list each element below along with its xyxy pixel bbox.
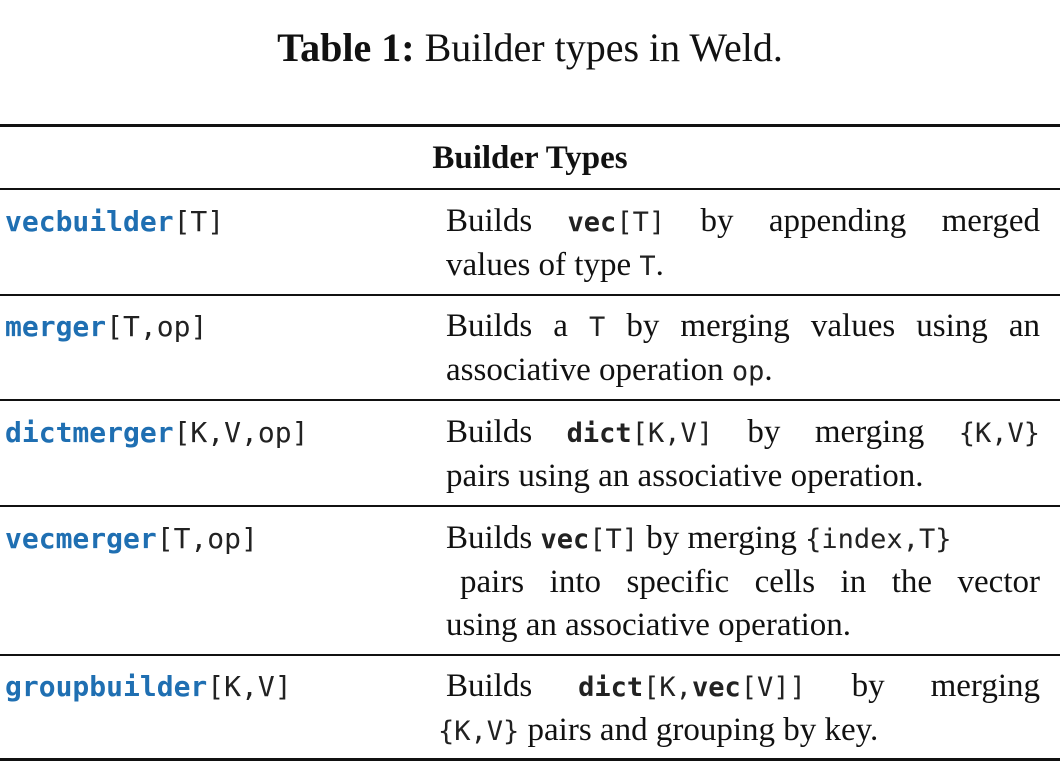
builder-description: Builds dict[K,vec[V]] by merging {K,V} p…: [438, 665, 1040, 753]
desc-code: {K,V}: [958, 418, 1040, 449]
desc-keyword: vec: [540, 524, 590, 555]
description-line-2: pairs into specific cells in the vector: [460, 564, 1040, 600]
desc-text: by merging: [638, 520, 806, 556]
desc-code: T: [589, 312, 606, 343]
row-divider: [0, 399, 1060, 401]
builder-name: groupbuilder[K,V]: [5, 665, 292, 709]
desc-text: Builds: [446, 414, 567, 450]
desc-code: [V]]: [740, 672, 806, 703]
builder-params: [K,V]: [207, 670, 292, 703]
desc-code: [T]: [589, 524, 639, 555]
builder-keyword: vecmerger: [5, 522, 157, 555]
row-divider: [0, 654, 1060, 656]
caption-text: Builder types in Weld.: [424, 25, 783, 70]
description-line-1: Builds dict[K,vec[V]] by merging: [446, 665, 1040, 709]
table-header: Builder Types: [432, 140, 628, 176]
desc-text: Builds a: [446, 308, 589, 344]
row-divider: [0, 294, 1060, 296]
desc-text: .: [655, 247, 664, 283]
desc-code: [K,V]: [631, 418, 713, 449]
description-line-2: values of type T.: [446, 244, 1040, 288]
table-bottom-rule: [0, 758, 1060, 761]
row-divider: [0, 505, 1060, 507]
desc-keyword: dict: [578, 672, 644, 703]
builder-name: dictmerger[K,V,op]: [5, 411, 308, 455]
desc-keyword: vec: [567, 207, 617, 238]
builder-name: vecmerger[T,op]: [5, 517, 258, 561]
table-top-rule: [0, 124, 1060, 127]
desc-code: [K,: [643, 672, 692, 703]
builder-params: [T,op]: [106, 310, 208, 343]
builder-params: [K,V,op]: [173, 416, 309, 449]
desc-code: op: [731, 356, 765, 387]
desc-text: pairs and grouping by key.: [519, 712, 879, 748]
desc-text: Builds: [446, 520, 541, 556]
builder-keyword: groupbuilder: [5, 670, 208, 703]
desc-text: .: [764, 352, 773, 388]
builder-description: Builds vec[T] by appending merged values…: [446, 200, 1040, 288]
desc-code: {index,T}: [805, 524, 952, 555]
header-divider: [0, 188, 1060, 190]
desc-code: [T]: [616, 207, 666, 238]
desc-code: T: [639, 251, 656, 282]
desc-text: by merging values using an: [605, 308, 1040, 344]
description-line-1: Builds dict[K,V] by merging {K,V}: [446, 411, 1040, 455]
builder-keyword: merger: [5, 310, 107, 343]
desc-text: values of type: [446, 247, 640, 283]
description-line-2: associative operation op.: [446, 349, 1040, 393]
builder-keyword: dictmerger: [5, 416, 174, 449]
desc-text: Builds: [446, 203, 568, 239]
builder-keyword: vecbuilder: [5, 205, 174, 238]
desc-code: {K,V}: [438, 716, 520, 747]
builder-name: vecbuilder[T]: [5, 200, 224, 244]
description-line-1: Builds vec[T] by merging {index,T}: [446, 517, 1040, 561]
desc-text: Builds: [446, 668, 579, 704]
builder-name: merger[T,op]: [5, 305, 207, 349]
desc-keyword: vec: [691, 672, 741, 703]
description-line-3: using an associative operation.: [446, 607, 852, 643]
builder-params: [T]: [173, 205, 225, 238]
builder-params: [T,op]: [156, 522, 258, 555]
builder-description: Builds dict[K,V] by merging {K,V} pairs …: [446, 411, 1040, 498]
desc-text: associative operation: [446, 352, 732, 388]
description-line-1: Builds vec[T] by appending merged: [446, 200, 1040, 244]
caption-label: Table 1:: [277, 25, 415, 70]
description-line-2: pairs using an associative operation.: [446, 458, 924, 494]
description-line-1: Builds a T by merging values using an: [446, 305, 1040, 349]
builder-description: Builds a T by merging values using an as…: [446, 305, 1040, 393]
desc-text: by appending merged: [665, 203, 1040, 239]
desc-text: by merging: [712, 414, 959, 450]
desc-text: by merging: [805, 668, 1040, 704]
builder-description: Builds vec[T] by merging {index,T} pairs…: [446, 517, 1040, 647]
desc-keyword: dict: [566, 418, 632, 449]
table-caption: Table 1: Builder types in Weld.: [0, 22, 1060, 74]
description-line-2: {K,V} pairs and grouping by key.: [438, 709, 1040, 753]
